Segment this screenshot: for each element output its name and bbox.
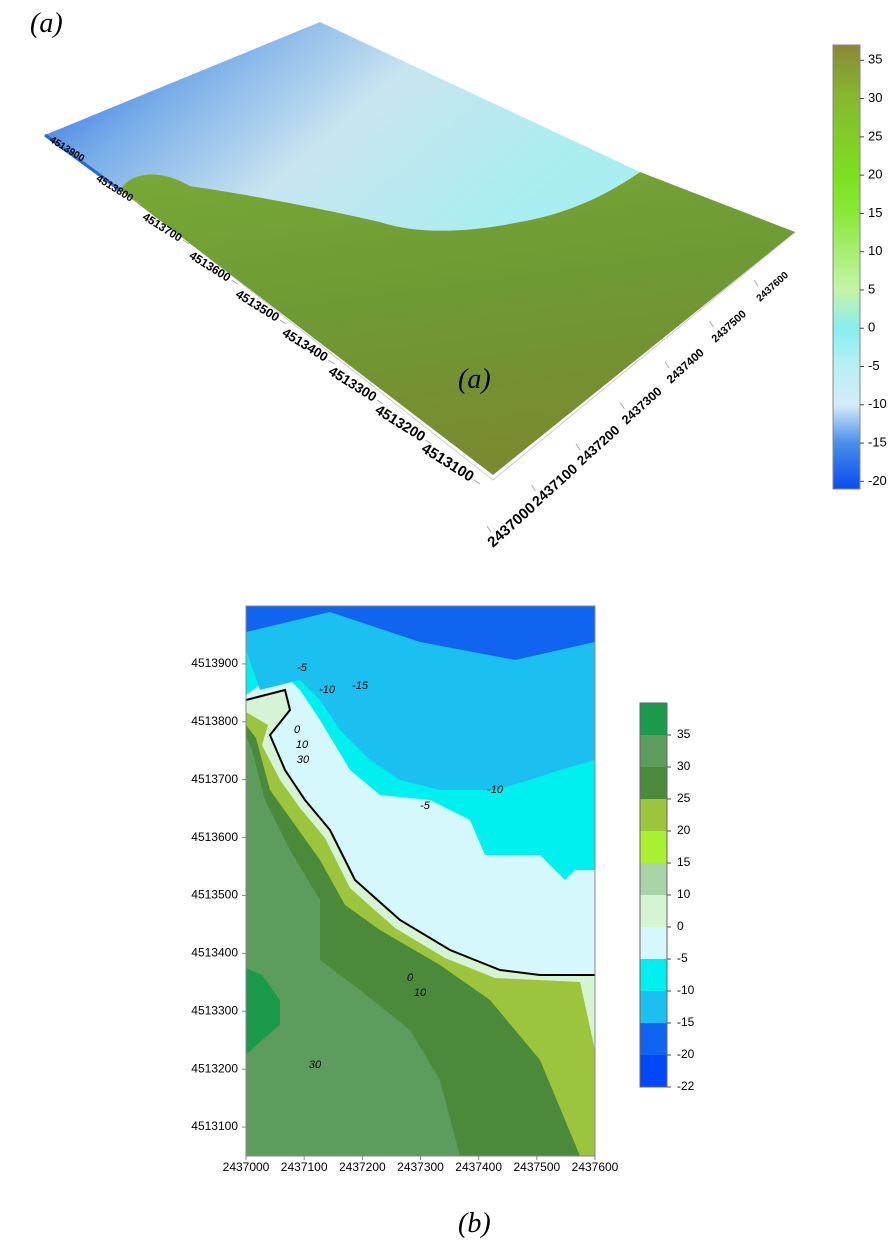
colorbar-band: [640, 799, 667, 831]
colorbar-tick-label: 15: [677, 855, 691, 869]
colorbar-band: [640, 991, 667, 1023]
x-tick-label: 2437300: [397, 1160, 444, 1174]
contour-label: -5: [297, 662, 308, 674]
colorbar-band: [640, 767, 667, 799]
colorbar-tick-label: -10: [868, 396, 887, 411]
y-tick-label: 4513500: [191, 888, 238, 902]
y-tick-label: 4513300: [191, 1003, 238, 1017]
colorbar-band: [640, 735, 667, 767]
x-tick-label: 2437400: [455, 1160, 502, 1174]
x-tick-label: 2437000: [484, 499, 539, 551]
colorbar-tick-label: 35: [868, 52, 882, 67]
colorbar-band: [640, 831, 667, 863]
tick-mark: [232, 280, 238, 284]
y-tick-label: 4513400: [191, 946, 238, 960]
tick-mark: [280, 320, 286, 324]
y-tick-label: 4513900: [191, 656, 238, 670]
y-tick-label: 4513100: [191, 1119, 238, 1133]
colorbar-tick-label: 30: [677, 759, 691, 773]
colorbar-tick-label: 0: [868, 320, 875, 335]
colorbar-tick-label: 20: [868, 167, 882, 182]
contour-label: 0: [294, 724, 301, 736]
tick-mark: [665, 362, 669, 368]
colorbar-band: [640, 895, 667, 927]
colorbar-tick-label: -20: [868, 473, 887, 488]
colorbar-tick-label: 35: [677, 727, 691, 741]
colorbar-tick-label: 0: [677, 919, 684, 933]
contour-label: 30: [309, 1059, 322, 1071]
x-tick-label: 2437500: [709, 308, 748, 345]
x-tick-label: 2437100: [281, 1160, 328, 1174]
x-tick-label: 2437500: [513, 1160, 560, 1174]
x-tick-label: 2437600: [755, 270, 792, 305]
colorbar-tick-label: -5: [868, 358, 880, 373]
contour-plot: -15 -5 -10 -10 -5 0 10 30 0 10 30 (b): [246, 606, 595, 1239]
colorbar-band: [640, 703, 667, 735]
contour-label: 10: [296, 739, 309, 751]
contour-label: 10: [414, 987, 427, 999]
x-tick-label: 2437200: [339, 1160, 386, 1174]
colorbar-tick-label: 20: [677, 823, 691, 837]
colorbar-tick-label: 15: [868, 205, 882, 220]
contour-label: -10: [319, 684, 336, 696]
tick-mark: [576, 444, 580, 450]
tick-mark: [474, 480, 480, 484]
x-tick-label: 2437600: [572, 1160, 619, 1174]
colorbar-tick-label: 25: [868, 128, 882, 143]
figure: (a) (a) -15 -5 -10 -10 -5 0 10 30 0 10 3…: [0, 0, 896, 1251]
y-tick-label: 4513200: [191, 1061, 238, 1075]
colorbar-tick-label: 5: [868, 281, 875, 296]
tick-mark: [329, 360, 335, 364]
y-tick-label: 4513800: [191, 714, 238, 728]
contour-label: -15: [352, 680, 369, 692]
colorbar-tick-label: -5: [677, 951, 688, 965]
x-tick-label: 2437300: [619, 384, 665, 427]
colorbar-band: [640, 863, 667, 895]
surface-plot: (a) (a): [30, 8, 795, 480]
x-tick-label: 2437100: [529, 461, 581, 510]
tick-mark: [532, 485, 536, 491]
colorbar-band: [640, 959, 667, 991]
colorbar-band: [640, 927, 667, 959]
x-tick-label: 2437400: [664, 346, 706, 386]
colorbar: [833, 45, 860, 489]
x-tick-label: 2437000: [223, 1160, 270, 1174]
colorbar-band: [640, 1023, 667, 1055]
colorbar-tick-label: 30: [868, 90, 882, 105]
tick-mark: [487, 526, 491, 532]
panel-label: (a): [30, 8, 63, 39]
colorbar-tick-label: 25: [677, 791, 691, 805]
colorbar-tick-label: 10: [677, 887, 691, 901]
x-tick-label: 2437200: [574, 422, 623, 468]
y-tick-label: 4513600: [191, 830, 238, 844]
contour-label: -5: [420, 800, 431, 812]
colorbar-tick-label: -20: [677, 1047, 695, 1061]
colorbar-tick-label: -22: [677, 1079, 695, 1093]
y-tick-label: 4513700: [191, 772, 238, 786]
tick-mark: [754, 280, 758, 286]
colorbar-tick-label: -15: [868, 435, 887, 450]
colorbar-tick-label: -15: [677, 1015, 695, 1029]
contour-label: 30: [297, 754, 310, 766]
colorbar-band: [640, 1055, 667, 1087]
contour-label: -10: [487, 784, 504, 796]
tick-mark: [621, 403, 625, 409]
tick-mark: [710, 321, 714, 327]
colorbar-tick-label: -10: [677, 983, 695, 997]
colorbar-tick-label: 10: [868, 243, 882, 258]
caption: (a): [458, 364, 491, 395]
contour-label: 0: [407, 972, 414, 984]
caption: (b): [458, 1208, 491, 1239]
